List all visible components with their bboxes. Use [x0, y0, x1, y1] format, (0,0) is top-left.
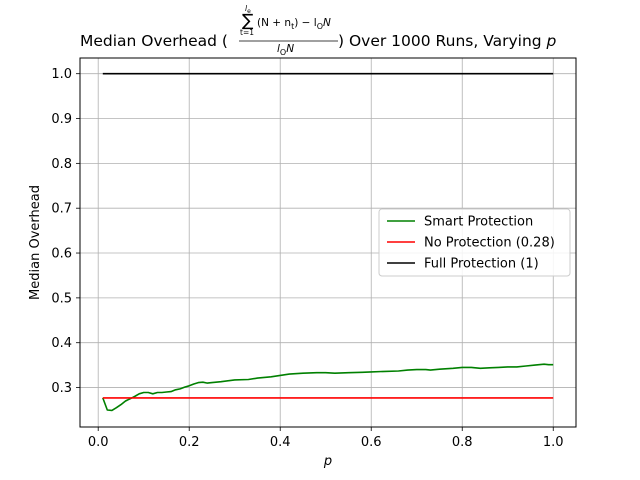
y-tick-label: 0.8: [51, 157, 72, 172]
x-tick-label: 0.4: [270, 435, 291, 450]
series-lines: [102, 72, 554, 412]
y-axis-label: Median Overhead: [28, 185, 43, 300]
summation-sign: ∑: [242, 11, 254, 31]
x-tick-label: 0.2: [179, 435, 200, 450]
title-suffix: ) Over 1000 Runs, Varying p: [338, 32, 557, 50]
x-tick-label: 0.6: [361, 435, 382, 450]
title-formula: le ∑ t=1 (N + nt) − lON lON: [239, 4, 338, 57]
sum-upper-limit: le: [245, 4, 251, 15]
y-tick-label: 0.3: [51, 381, 72, 396]
x-tick-label: 0.0: [88, 435, 109, 450]
legend-entry-label: Full Protection (1): [424, 257, 539, 272]
formula-numerator: (N + nt) − lON: [257, 17, 331, 31]
legend: Smart Protection No Protection (0.28) Full…: [378, 208, 571, 277]
y-tick-label: 0.4: [51, 336, 72, 351]
formula-denominator: lON: [277, 43, 294, 57]
y-tick-label: 1.0: [51, 67, 72, 82]
y-tick-label: 0.7: [51, 202, 72, 217]
x-tick-label: 1.0: [543, 435, 564, 450]
y-tick-label: 0.6: [51, 247, 72, 262]
legend-box: [378, 208, 571, 277]
series-line-smart-protection: [102, 363, 554, 412]
title-prefix: Median Overhead (: [80, 32, 228, 50]
y-tick-label: 0.5: [51, 291, 72, 306]
plot-frame: [79, 57, 577, 428]
legend-entry-label: Smart Protection: [424, 215, 533, 230]
y-tick-label: 0.9: [51, 112, 72, 127]
x-axis-label: p: [323, 454, 332, 469]
legend-entry-label: No Protection (0.28): [424, 236, 555, 251]
chart-title: Median Overhead ( le ∑ t=1 (N + nt) − lO…: [80, 4, 557, 57]
axis-ticks: 0.0 0.2 0.4 0.6 0.8 1.0 0.3 0.4 0.5 0.6 0.7 0.8 0.9 1…: [51, 67, 563, 450]
sum-lower-limit: t=1: [240, 28, 254, 37]
x-tick-label: 0.8: [452, 435, 473, 450]
